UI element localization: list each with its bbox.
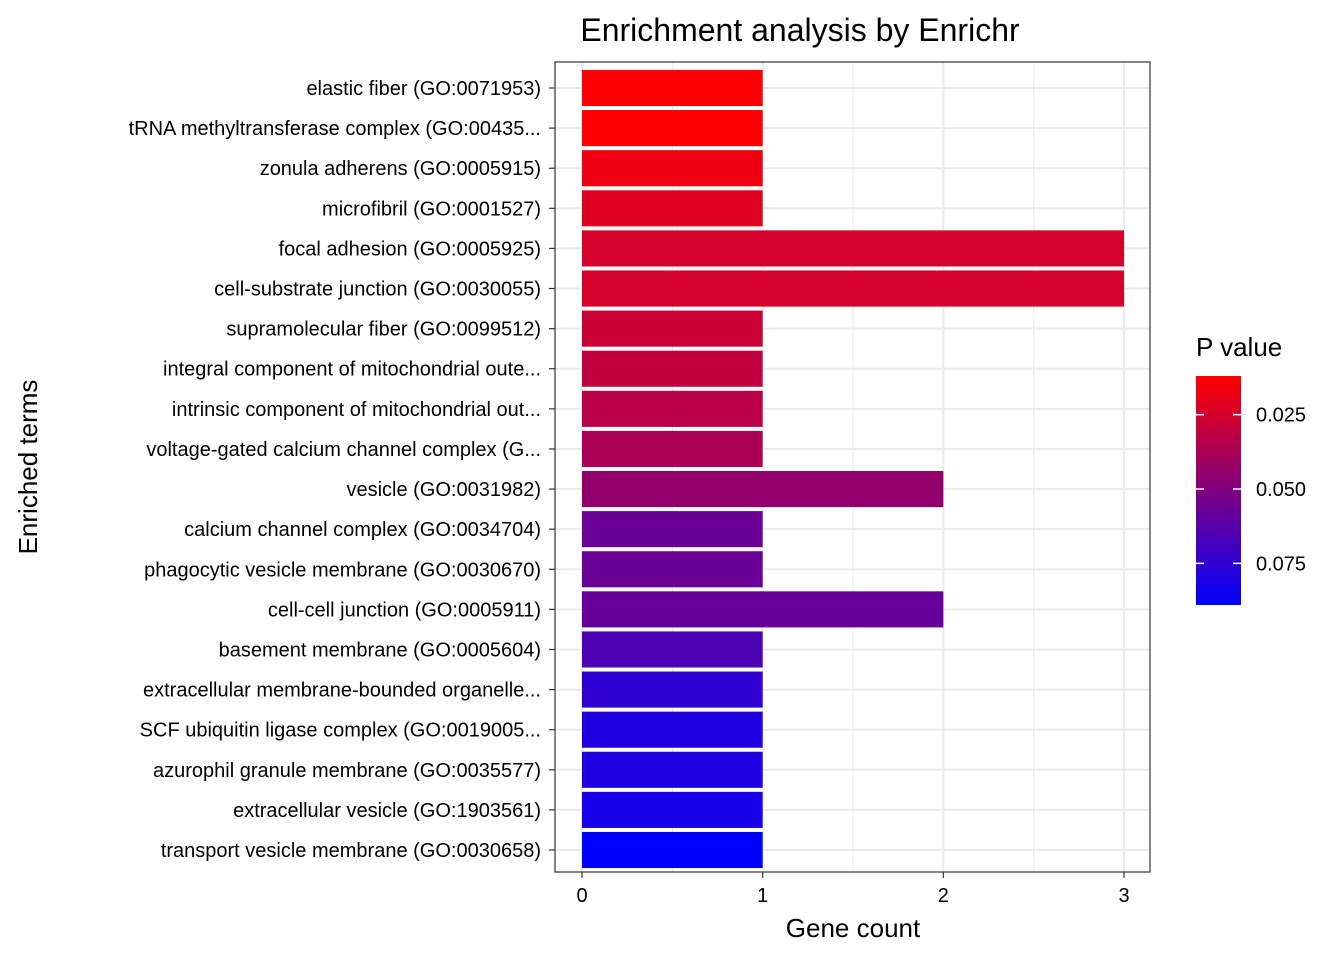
bar [582,190,763,227]
x-tick-label: 0 [576,885,587,907]
legend-ticks: 0.025 0.050 0.075 [1196,405,1306,575]
x-axis: 0 1 2 3 [576,872,1130,907]
y-tick-label: extracellular membrane-bounded organelle… [143,680,541,702]
y-tick-label: intrinsic component of mitochondrial out… [172,399,541,421]
y-axis: elastic fiber (GO:0071953) tRNA methyltra… [129,78,555,862]
y-tick-label: cell-substrate junction (GO:0030055) [214,279,541,301]
x-tick-label: 1 [757,885,768,907]
y-tick-label: supramolecular fiber (GO:0099512) [226,319,541,341]
y-tick-label: calcium channel complex (GO:0034704) [184,519,541,541]
bar [582,150,763,187]
bar [582,631,763,668]
bar [582,551,763,588]
y-axis-title: Enriched terms [13,380,43,555]
bar [582,591,944,628]
plot-panel [554,61,1151,873]
legend-tick-label: 0.075 [1256,553,1306,575]
y-tick-label: voltage-gated calcium channel complex (G… [146,439,541,461]
y-tick-label: transport vesicle membrane (GO:0030658) [161,840,541,862]
legend-gradient-bar [1196,376,1241,605]
plot-border [554,61,1151,873]
y-tick-label: SCF ubiquitin ligase complex (GO:0019005… [140,720,541,742]
bar [582,671,763,708]
y-tick-label: phagocytic vesicle membrane (GO:0030670) [144,559,541,581]
legend-title: P value [1196,332,1282,362]
y-tick-label: microfibril (GO:0001527) [322,198,541,220]
bar [582,791,763,828]
bars-group [582,69,1124,869]
bar [582,270,1124,307]
y-tick-label: cell-cell junction (GO:0005911) [268,599,541,621]
chart-title: Enrichment analysis by Enrichr [580,12,1020,48]
bar [582,831,763,869]
bar [582,711,763,748]
y-tick-label: zonula adherens (GO:0005915) [260,158,541,180]
bar [582,310,763,347]
bar [582,390,763,427]
y-tick-label: extracellular vesicle (GO:1903561) [233,800,541,822]
y-tick-label: integral component of mitochondrial oute… [163,359,541,381]
bar [582,471,944,508]
bar [582,110,763,147]
x-tick-label: 3 [1118,885,1129,907]
x-axis-title: Gene count [786,913,921,943]
bar [582,230,1124,267]
y-tick-label: elastic fiber (GO:0071953) [306,78,541,100]
bar [582,69,763,107]
legend-tick-label: 0.025 [1256,405,1306,427]
legend-tick-label: 0.050 [1256,479,1306,501]
bar [582,511,763,548]
bar [582,751,763,788]
y-tick-label: basement membrane (GO:0005604) [219,639,541,661]
y-tick-label: tRNA methyltransferase complex (GO:00435… [129,118,541,140]
bar [582,350,763,387]
x-tick-label: 2 [938,885,949,907]
y-tick-label: azurophil granule membrane (GO:0035577) [153,760,541,782]
legend-colorbar: P value 0.025 0.050 0.075 [1196,332,1306,605]
y-tick-label: vesicle (GO:0031982) [346,479,541,501]
bar [582,430,763,467]
y-tick-label: focal adhesion (GO:0005925) [279,238,541,260]
